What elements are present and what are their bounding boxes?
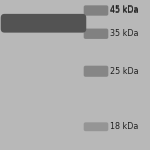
FancyBboxPatch shape	[84, 122, 108, 131]
Text: 45 kDa: 45 kDa	[110, 4, 139, 14]
Text: 45 kDa: 45 kDa	[110, 6, 139, 15]
FancyBboxPatch shape	[84, 5, 108, 16]
Text: 18 kDa: 18 kDa	[110, 122, 139, 131]
FancyBboxPatch shape	[84, 66, 108, 77]
Text: 35 kDa: 35 kDa	[110, 29, 139, 38]
FancyBboxPatch shape	[1, 14, 86, 33]
Text: 25 kDa: 25 kDa	[110, 67, 139, 76]
FancyBboxPatch shape	[84, 28, 108, 39]
